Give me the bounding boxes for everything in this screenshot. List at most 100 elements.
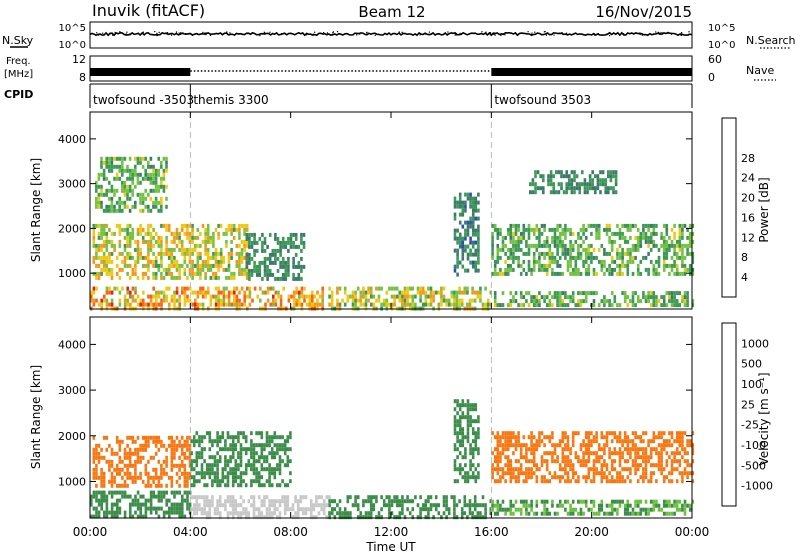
echo-cell: [688, 503, 692, 508]
echo-cell: [519, 463, 523, 468]
echo-cell: [302, 495, 305, 500]
echo-cell: [681, 255, 684, 260]
echo-cell: [154, 259, 158, 264]
echo-cell: [496, 479, 500, 484]
echo-cell: [535, 479, 539, 484]
echo-cell: [675, 251, 679, 256]
echo-cell: [594, 174, 597, 179]
echo-cell: [252, 495, 256, 500]
echo-cell: [121, 439, 124, 444]
echo-cell: [398, 503, 402, 508]
echo-cell: [466, 290, 469, 295]
echo-cell: [471, 196, 475, 201]
echo-cell: [147, 243, 150, 248]
echo-cell: [245, 260, 249, 265]
echo-cell: [432, 503, 435, 508]
echo-cell: [608, 263, 611, 268]
echo-cell: [167, 263, 171, 268]
echo-cell: [134, 498, 137, 503]
echo-cell: [239, 463, 243, 468]
echo-cell: [564, 291, 567, 296]
echo-cell: [128, 471, 132, 476]
echo-cell: [102, 471, 106, 476]
echo-cell: [657, 467, 661, 472]
echo-cell: [162, 172, 166, 177]
echo-cell: [175, 298, 179, 303]
echo-cell: [491, 231, 494, 236]
nsearch-point: [204, 32, 206, 34]
echo-cell: [678, 223, 682, 228]
echo-cell: [213, 455, 217, 460]
echo-cell: [429, 294, 433, 299]
echo-cell: [461, 236, 465, 241]
echo-cell: [592, 271, 596, 276]
echo-cell: [95, 514, 98, 519]
echo-cell: [252, 511, 256, 516]
echo-cell: [456, 228, 459, 233]
echo-cell: [499, 255, 502, 260]
echo-cell: [471, 290, 474, 295]
echo-cell: [178, 271, 181, 276]
echo-cell: [670, 431, 674, 436]
echo-cell: [134, 172, 137, 177]
echo-cell: [385, 503, 389, 508]
cpid-segment-label: twofsound -3503: [93, 93, 194, 107]
echo-cell: [626, 227, 630, 232]
nsearch-point: [531, 32, 533, 34]
echo-cell: [538, 231, 541, 236]
echo-cell: [170, 490, 174, 495]
echo-cell: [469, 224, 472, 229]
echo-cell: [514, 459, 518, 464]
echo-cell: [157, 235, 161, 240]
echo-cell: [621, 271, 624, 276]
echo-cell: [608, 299, 611, 304]
echo-cell: [204, 275, 207, 280]
echo-cell: [471, 220, 475, 225]
echo-cell: [243, 223, 246, 228]
echo-cell: [195, 439, 199, 444]
nsky-tick-bottom-left: 10^0: [59, 40, 86, 51]
echo-cell: [686, 299, 689, 304]
echo-cell: [564, 227, 567, 232]
echo-cell: [200, 435, 204, 440]
echo-cell: [489, 499, 493, 504]
echo-cell: [165, 247, 168, 252]
echo-cell: [375, 286, 378, 291]
echo-cell: [597, 459, 601, 464]
echo-cell: [281, 499, 284, 504]
echo-cell: [170, 510, 174, 515]
echo-cell: [118, 455, 122, 460]
echo-cell: [522, 435, 526, 440]
echo-cell: [186, 294, 189, 299]
echo-cell: [268, 451, 271, 456]
echo-cell: [461, 204, 465, 209]
echo-cell: [108, 459, 111, 464]
nsky-tick-top-left: 10^5: [59, 23, 86, 34]
echo-cell: [571, 463, 575, 468]
echo-cell: [261, 290, 265, 295]
echo-cell: [571, 511, 575, 516]
echo-cell: [657, 259, 661, 264]
echo-cell: [268, 507, 271, 512]
echo-cell: [556, 243, 559, 248]
echo-cell: [155, 506, 158, 511]
echo-cell: [647, 507, 650, 512]
echo-cell: [219, 255, 223, 260]
echo-cell: [556, 259, 559, 264]
echo-cell: [398, 298, 402, 303]
echo-cell: [121, 267, 124, 272]
echo-cell: [276, 463, 279, 468]
echo-cell: [105, 188, 108, 193]
echo-cell: [558, 443, 562, 448]
echo-cell: [474, 260, 478, 265]
echo-cell: [149, 298, 153, 303]
echo-cell: [538, 263, 541, 268]
echo-cell: [126, 286, 129, 291]
echo-cell: [506, 231, 510, 236]
echo-cell: [592, 459, 596, 464]
echo-cell: [577, 499, 580, 504]
echo-cell: [673, 259, 676, 264]
echo-cell: [691, 451, 695, 456]
nsearch-point: [593, 33, 595, 35]
echo-cell: [248, 290, 252, 295]
